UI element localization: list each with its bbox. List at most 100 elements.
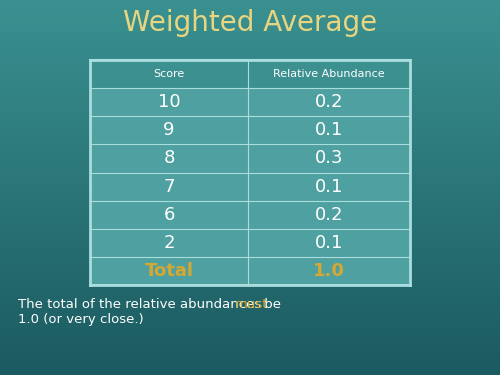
Bar [0, 320, 500, 321]
Bar [0, 153, 500, 154]
Bar [0, 68, 500, 69]
Bar [0, 10, 500, 11]
Bar [0, 175, 500, 176]
Bar [0, 36, 500, 37]
Bar [0, 129, 500, 130]
Bar [0, 118, 500, 119]
Bar [0, 295, 500, 296]
Bar [0, 210, 500, 211]
Bar [0, 29, 500, 30]
Bar [0, 104, 500, 105]
Bar [0, 327, 500, 328]
Bar [0, 145, 500, 146]
Bar [0, 46, 500, 47]
Bar [0, 333, 500, 334]
Bar [0, 363, 500, 364]
Bar [0, 60, 500, 61]
Bar [0, 271, 500, 272]
Bar [0, 358, 500, 359]
Bar [0, 48, 500, 49]
Bar [0, 201, 500, 202]
Bar [0, 366, 500, 367]
Bar [0, 257, 500, 258]
Bar [0, 72, 500, 73]
Bar [0, 242, 500, 243]
Bar [0, 20, 500, 21]
Bar [0, 278, 500, 279]
Bar [0, 279, 500, 280]
Bar [0, 216, 500, 217]
Bar [0, 142, 500, 143]
Text: Total: Total [144, 262, 194, 280]
Bar [0, 56, 500, 57]
Bar [0, 365, 500, 366]
Text: Relative Abundance: Relative Abundance [273, 69, 385, 79]
Bar [0, 324, 500, 325]
Bar [0, 356, 500, 357]
Text: 1.0 (or very close.): 1.0 (or very close.) [18, 314, 144, 327]
Bar [0, 70, 500, 71]
Bar [0, 43, 500, 44]
Bar [0, 138, 500, 139]
Bar [0, 97, 500, 98]
Bar [0, 83, 500, 84]
Bar [0, 350, 500, 351]
Text: 9: 9 [163, 122, 175, 140]
Bar [0, 103, 500, 104]
Bar [0, 332, 500, 333]
Bar [0, 147, 500, 148]
Bar [0, 219, 500, 220]
Bar [0, 202, 500, 203]
Bar [0, 268, 500, 269]
Bar [0, 101, 500, 102]
Bar [0, 246, 500, 247]
Bar [0, 232, 500, 233]
Bar [0, 158, 500, 159]
Bar [0, 114, 500, 115]
Bar [0, 55, 500, 56]
Bar [0, 184, 500, 185]
Bar [0, 261, 500, 262]
Bar [0, 362, 500, 363]
Bar [0, 192, 500, 193]
Bar [0, 24, 500, 25]
Bar [0, 291, 500, 292]
Bar [0, 297, 500, 298]
Bar [0, 86, 500, 87]
Bar [0, 170, 500, 171]
Bar [0, 62, 500, 63]
Bar [0, 367, 500, 368]
Bar [0, 177, 500, 178]
Bar [0, 221, 500, 222]
Bar [0, 209, 500, 210]
Bar [0, 198, 500, 199]
Bar [0, 289, 500, 290]
Bar [0, 54, 500, 55]
Bar [0, 5, 500, 6]
Bar [0, 44, 500, 45]
Bar [0, 207, 500, 208]
Bar [0, 45, 500, 46]
Bar [0, 282, 500, 283]
Bar [0, 73, 500, 74]
Bar [0, 369, 500, 370]
Bar [0, 35, 500, 36]
Bar [0, 15, 500, 16]
Bar [0, 128, 500, 129]
Bar [0, 342, 500, 343]
Bar [0, 321, 500, 322]
Bar [0, 328, 500, 329]
Bar [0, 283, 500, 284]
Bar [0, 172, 500, 173]
Text: 0.3: 0.3 [315, 149, 343, 167]
Bar [0, 80, 500, 81]
Bar [0, 3, 500, 4]
Bar [0, 120, 500, 121]
Bar [0, 287, 500, 288]
Bar [0, 40, 500, 41]
Bar [0, 122, 500, 123]
Bar [0, 290, 500, 291]
Bar [0, 276, 500, 277]
Bar [0, 285, 500, 286]
Bar [0, 189, 500, 190]
